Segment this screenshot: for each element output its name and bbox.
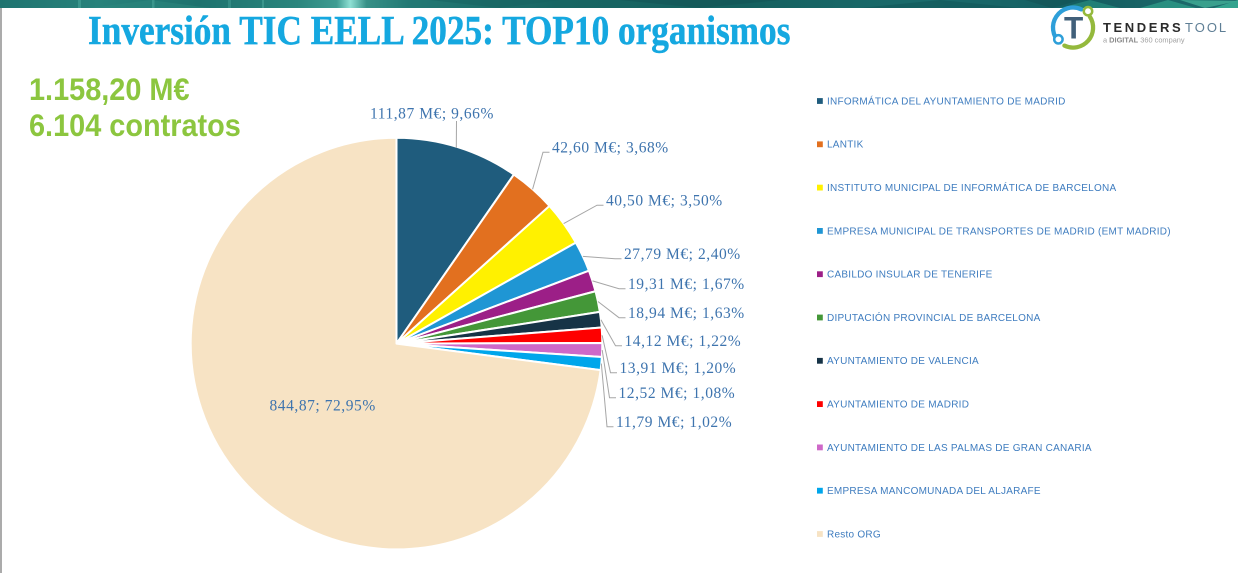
svg-text:DIPUTACIÓN PROVINCIAL DE BARCE: DIPUTACIÓN PROVINCIAL DE BARCELONA: [827, 311, 1041, 324]
svg-text:Resto ORG: Resto ORG: [827, 529, 881, 540]
svg-text:844,87; 72,95%: 844,87; 72,95%: [270, 398, 376, 415]
svg-text:111,87 M€; 9,66%: 111,87 M€; 9,66%: [370, 105, 494, 122]
svg-text:AYUNTAMIENTO DE MADRID: AYUNTAMIENTO DE MADRID: [827, 400, 969, 411]
svg-text:12,52 M€; 1,08%: 12,52 M€; 1,08%: [619, 385, 736, 402]
svg-text:19,31 M€; 1,67%: 19,31 M€; 1,67%: [628, 276, 745, 293]
svg-text:EMPRESA MANCOMUNADA DEL ALJARA: EMPRESA MANCOMUNADA DEL ALJARAFE: [827, 486, 1041, 497]
svg-text:a DIGITAL 360 company: a DIGITAL 360 company: [1103, 36, 1185, 45]
svg-text:INFORMÁTICA DEL AYUNTAMIENTO D: INFORMÁTICA DEL AYUNTAMIENTO DE MADRID: [827, 94, 1066, 107]
svg-text:14,12 M€; 1,22%: 14,12 M€; 1,22%: [625, 333, 742, 350]
svg-text:18,94 M€; 1,63%: 18,94 M€; 1,63%: [628, 305, 745, 322]
svg-text:11,79 M€; 1,02%: 11,79 M€; 1,02%: [616, 414, 732, 431]
svg-text:INSTITUTO MUNICIPAL DE INFORMÁ: INSTITUTO MUNICIPAL DE INFORMÁTICA DE BA…: [827, 181, 1116, 194]
svg-text:27,79 M€; 2,40%: 27,79 M€; 2,40%: [624, 246, 741, 263]
svg-text:AYUNTAMIENTO DE VALENCIA: AYUNTAMIENTO DE VALENCIA: [827, 356, 979, 367]
svg-text:T: T: [1064, 10, 1083, 46]
svg-text:EMPRESA MUNICIPAL DE TRANSPORT: EMPRESA MUNICIPAL DE TRANSPORTES DE MADR…: [827, 226, 1171, 237]
svg-text:13,91 M€; 1,20%: 13,91 M€; 1,20%: [620, 360, 737, 377]
svg-text:AYUNTAMIENTO DE LAS PALMAS DE: AYUNTAMIENTO DE LAS PALMAS DE GRAN CANAR…: [827, 443, 1092, 454]
svg-text:LANTIK: LANTIK: [827, 140, 864, 151]
svg-text:42,60 M€; 3,68%: 42,60 M€; 3,68%: [552, 139, 669, 156]
svg-text:CABILDO INSULAR DE TENERIFE: CABILDO INSULAR DE TENERIFE: [827, 270, 993, 281]
svg-text:40,50 M€; 3,50%: 40,50 M€; 3,50%: [606, 192, 723, 209]
svg-text:TOOL: TOOL: [1185, 20, 1228, 35]
svg-text:TENDERS: TENDERS: [1103, 20, 1183, 35]
